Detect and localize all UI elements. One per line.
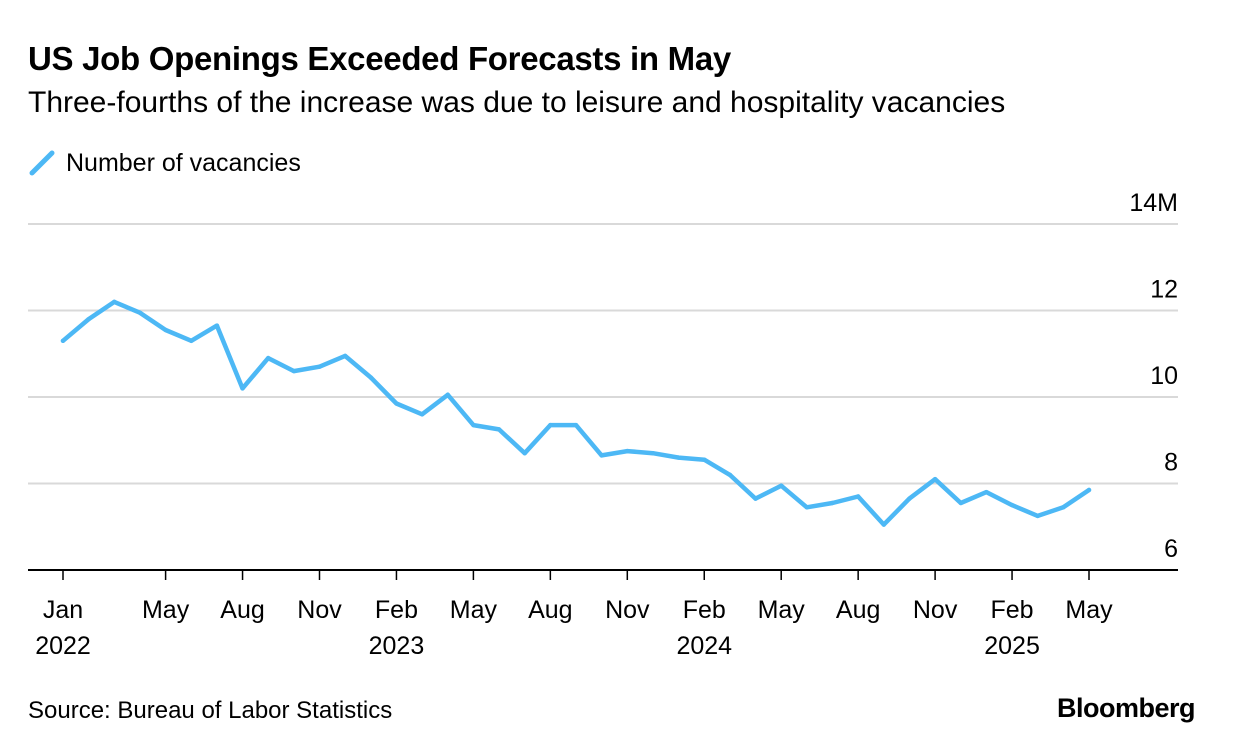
legend-line-icon [29, 150, 55, 176]
x-tick-label-nov: Nov [297, 596, 342, 624]
x-tick-year-2023: 2023 [369, 632, 425, 660]
data-point [1061, 505, 1066, 510]
data-point [317, 364, 322, 369]
data-point [907, 496, 912, 501]
x-tick-label-aug: Aug [836, 596, 880, 624]
x-tick-label-may: May [142, 596, 190, 624]
y-tick-label-12: 12 [1150, 276, 1178, 304]
x-tick-label-aug: Aug [220, 596, 264, 624]
y-tick-label-14: 14M [1129, 189, 1178, 217]
data-point [753, 496, 758, 501]
data-point [214, 323, 220, 328]
data-point [368, 375, 373, 380]
data-point [445, 392, 450, 398]
data-point [727, 472, 733, 478]
legend: Number of vacancies [28, 146, 301, 180]
x-tick-label-feb: Feb [375, 596, 418, 624]
data-point [932, 476, 938, 482]
data-point [1009, 502, 1015, 508]
data-point [240, 386, 245, 391]
x-tick-label-feb: Feb [991, 596, 1034, 624]
x-tick-label-nov: Nov [913, 596, 958, 624]
data-point [86, 316, 91, 322]
data-point [984, 489, 989, 495]
data-point [573, 422, 579, 428]
x-tick-label-aug: Aug [528, 596, 572, 624]
data-point [625, 448, 630, 454]
data-point [804, 505, 810, 510]
chart-subtitle: Three-fourths of the increase was due to… [28, 86, 1006, 119]
data-point [881, 522, 886, 527]
data-point [958, 500, 963, 506]
data-point [342, 353, 348, 359]
data-point [1035, 513, 1040, 519]
y-tick-label-6: 6 [1164, 535, 1178, 563]
data-point [779, 483, 784, 488]
x-tick-label-may: May [450, 596, 498, 624]
series-line-vacancies [60, 299, 1092, 527]
data-point [471, 422, 476, 428]
x-tick-label-jan: Jan [43, 596, 83, 624]
x-tick-label-may: May [758, 596, 806, 624]
y-tick-label-8: 8 [1164, 449, 1178, 477]
legend-label: Number of vacancies [66, 148, 301, 177]
data-point [189, 338, 194, 343]
data-point [855, 494, 861, 499]
chart-title: US Job Openings Exceeded Forecasts in Ma… [28, 40, 731, 77]
data-point [548, 422, 553, 428]
data-point [650, 451, 656, 456]
x-tick-year-2024: 2024 [676, 632, 732, 660]
data-point [60, 338, 66, 343]
x-tick-year-2022: 2022 [35, 632, 91, 660]
data-point [394, 401, 399, 406]
data-point [702, 457, 707, 462]
x-tick-label-feb: Feb [683, 596, 726, 624]
data-point [599, 453, 604, 458]
data-point [163, 327, 168, 333]
data-point [112, 299, 117, 305]
data-point [419, 412, 425, 417]
x-tick-label-nov: Nov [605, 596, 650, 624]
source-note: Source: Bureau of Labor Statistics [28, 697, 393, 724]
data-point [291, 368, 297, 374]
x-tick-label-may: May [1065, 596, 1113, 624]
data-point [830, 500, 835, 506]
y-tick-label-10: 10 [1150, 362, 1178, 390]
data-point [522, 451, 527, 456]
x-tick-year-2025: 2025 [984, 632, 1040, 660]
bloomberg-logo: Bloomberg [1056, 693, 1196, 723]
data-point [1086, 487, 1092, 493]
data-point [676, 455, 681, 460]
data-point [266, 355, 271, 361]
data-point [137, 310, 143, 315]
data-point [496, 427, 502, 432]
